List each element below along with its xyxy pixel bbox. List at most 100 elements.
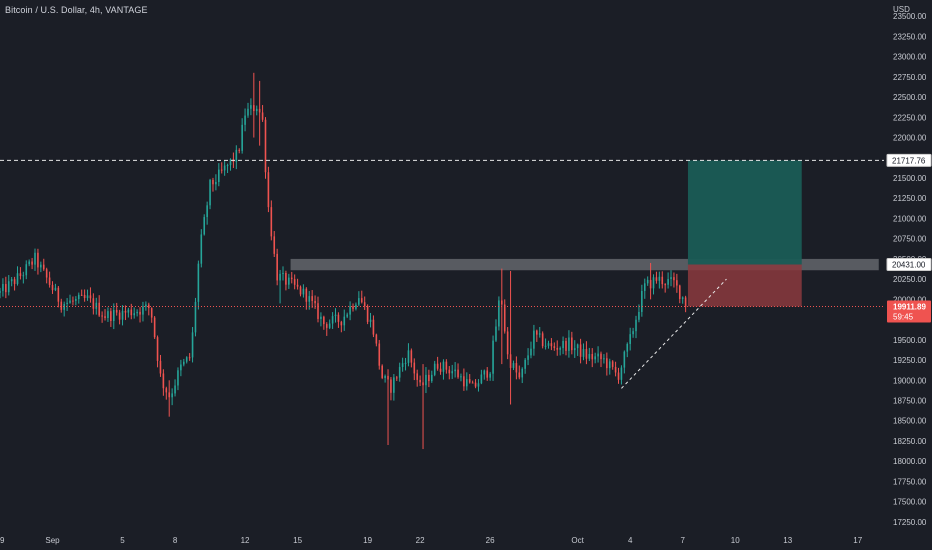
candle: [153, 316, 156, 339]
candle: [127, 307, 130, 318]
candle: [658, 271, 661, 289]
last-price-label: 19911.89: [893, 302, 926, 311]
y-tick-label: 19000.00: [893, 376, 927, 385]
candle: [477, 379, 480, 392]
candle: [112, 303, 115, 330]
candle-body: [670, 277, 672, 280]
candle-body: [340, 321, 343, 326]
candle-body: [31, 261, 33, 265]
candle-body: [556, 348, 559, 350]
candle-body: [241, 124, 243, 151]
candle-body: [573, 348, 576, 351]
candle-body: [404, 362, 407, 364]
candle: [37, 248, 39, 275]
candle: [253, 72, 255, 138]
candle-body: [16, 273, 19, 284]
candle-body: [538, 333, 541, 335]
candle: [191, 327, 194, 363]
candle: [255, 105, 258, 116]
candle: [454, 362, 456, 378]
candle-body: [606, 358, 608, 369]
candle: [664, 283, 666, 293]
candle: [54, 283, 57, 292]
candle-body: [165, 388, 168, 393]
candle-body: [419, 379, 421, 383]
candle: [290, 271, 293, 284]
y-tick-label: 22750.00: [893, 73, 927, 82]
candle-body: [279, 273, 281, 281]
candle: [489, 371, 491, 381]
candle: [250, 98, 252, 116]
candle-body: [445, 361, 448, 370]
candle-body: [512, 363, 515, 368]
candle-body: [407, 350, 410, 363]
candle-body: [98, 302, 100, 316]
candle: [512, 360, 515, 371]
candle-body: [422, 382, 424, 386]
candle: [340, 320, 343, 333]
candle: [448, 366, 451, 380]
candle-body: [57, 287, 60, 302]
candle: [465, 372, 468, 391]
candle: [541, 331, 544, 349]
candle-body: [305, 288, 308, 302]
candle-body: [115, 309, 118, 313]
candle: [530, 341, 532, 359]
candle: [433, 360, 436, 377]
candle-body: [121, 310, 124, 320]
candle: [460, 373, 462, 382]
candle-body: [112, 309, 115, 322]
candle-body: [226, 165, 229, 167]
candle-body: [673, 277, 675, 281]
candle-body: [308, 296, 311, 302]
candle: [556, 340, 559, 356]
candle-body: [153, 317, 156, 338]
candle: [518, 365, 521, 380]
candle-body: [200, 234, 203, 264]
candle-body: [439, 368, 442, 372]
candle: [203, 214, 206, 236]
candle: [381, 364, 383, 380]
candle-body: [34, 252, 36, 265]
candle: [486, 367, 489, 381]
candle: [19, 267, 22, 280]
candle-body: [643, 283, 646, 291]
candle-body: [369, 319, 372, 322]
candle: [165, 386, 168, 400]
candle: [197, 260, 200, 310]
candle: [617, 367, 620, 384]
candle: [620, 365, 623, 385]
candle: [279, 269, 281, 304]
candle-body: [480, 374, 483, 384]
x-tick-label: 17: [853, 536, 862, 545]
candle-body: [250, 105, 252, 109]
candle-body: [244, 115, 246, 125]
candle-body: [547, 343, 550, 346]
candle: [533, 324, 535, 356]
candle-body: [395, 377, 398, 379]
candle: [676, 273, 678, 293]
time-axis[interactable]: 29 Sep 5 8 12 15 19 22 26 Oct 4 7 10 13 17: [0, 536, 863, 545]
candle: [395, 375, 398, 382]
candle-body: [428, 374, 430, 382]
candle: [536, 329, 538, 342]
candle: [331, 312, 334, 329]
candle-body: [188, 357, 191, 359]
candle: [442, 359, 445, 380]
x-tick-label: 19: [363, 536, 372, 545]
candle-body: [571, 337, 573, 351]
candle-body: [457, 369, 459, 378]
candle-body: [209, 179, 211, 206]
candle: [235, 145, 238, 170]
candle: [22, 271, 25, 284]
candle: [430, 370, 433, 383]
candle: [544, 338, 547, 350]
candle: [422, 364, 424, 450]
candle-body: [323, 316, 325, 325]
candle-body: [203, 217, 206, 235]
candle-body: [273, 236, 276, 254]
candle: [501, 268, 503, 365]
candle: [276, 248, 278, 286]
